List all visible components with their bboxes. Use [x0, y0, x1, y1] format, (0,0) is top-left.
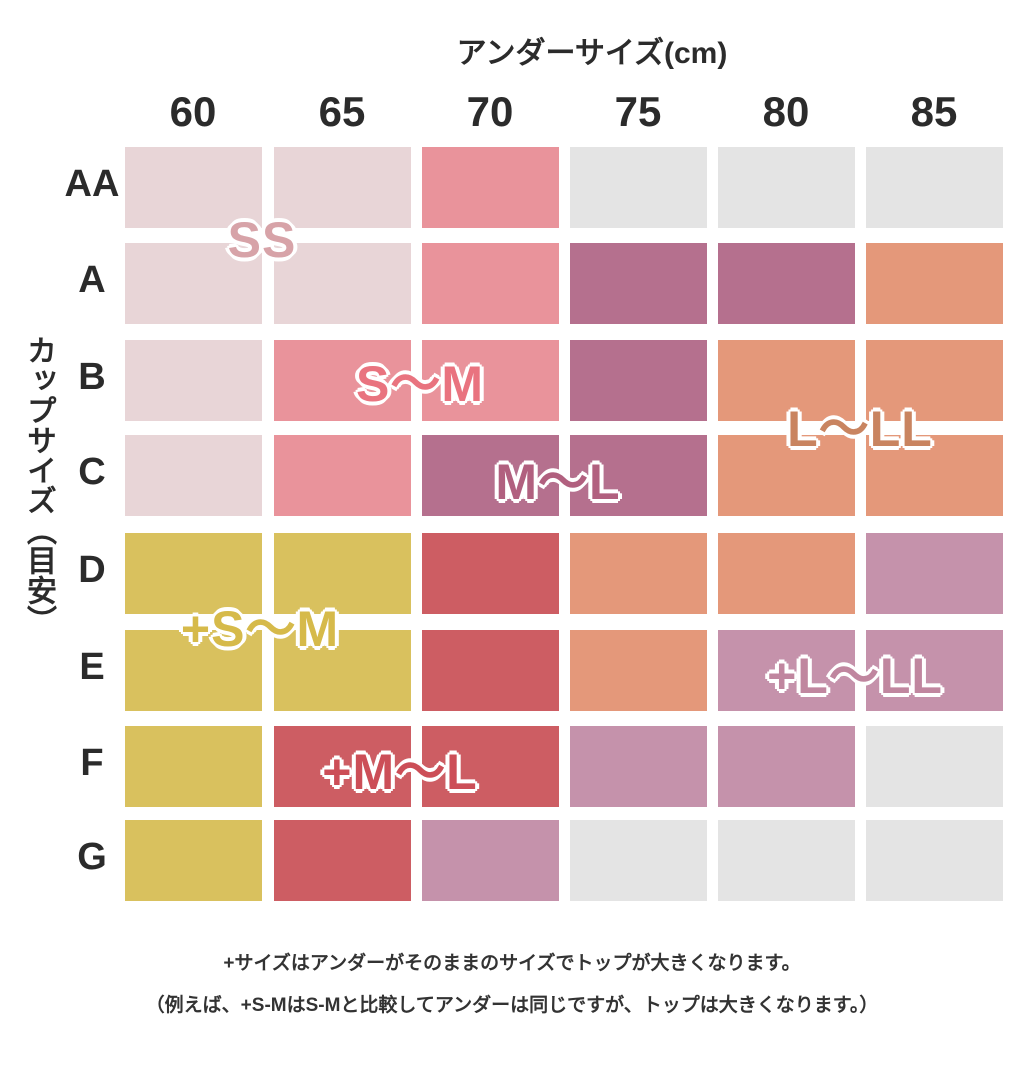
size-region-label: M〜L [495, 454, 621, 510]
row-label: B [78, 356, 106, 398]
size-cell [274, 435, 411, 516]
column-label: 65 [318, 88, 366, 135]
chart-title: アンダーサイズ(cm) [456, 37, 728, 70]
size-cell [866, 243, 1003, 324]
note-line-1: +サイズはアンダーがそのままのサイズでトップが大きくなります。 [223, 953, 801, 974]
size-region-label: SS [227, 212, 297, 268]
size-region-label: S〜M [356, 356, 484, 412]
size-cell [274, 243, 411, 324]
column-label: 85 [910, 88, 958, 135]
size-cell [718, 820, 855, 901]
size-cell [274, 533, 411, 614]
size-cell [718, 435, 855, 516]
column-label: 60 [169, 88, 217, 135]
size-cell [570, 630, 707, 711]
size-cell [422, 435, 559, 516]
size-cell [570, 533, 707, 614]
size-cell [125, 147, 262, 228]
size-region-label: +S〜M [180, 601, 340, 657]
column-label: 70 [466, 88, 514, 135]
size-cell [718, 340, 855, 421]
size-region-label: +L〜LL [767, 648, 943, 704]
size-cell [866, 340, 1003, 421]
size-cell [570, 726, 707, 807]
note-line-2: （例えば、+S-MはS-Mと比較してアンダーは同じですが、トップは大きくなります… [145, 995, 879, 1016]
size-cell [866, 435, 1003, 516]
size-cell [125, 630, 262, 711]
size-cell [570, 820, 707, 901]
size-region-label: +M〜L [322, 744, 478, 800]
size-cell [422, 243, 559, 324]
size-cell [718, 726, 855, 807]
size-cell [125, 820, 262, 901]
size-cell [422, 340, 559, 421]
size-cell [125, 340, 262, 421]
size-cell [422, 533, 559, 614]
size-cell [125, 533, 262, 614]
size-cell [718, 533, 855, 614]
row-label: C [78, 451, 106, 493]
size-region-label: L〜LL [787, 401, 933, 457]
size-cell [274, 726, 411, 807]
size-cell [125, 726, 262, 807]
size-cell [274, 820, 411, 901]
row-label: D [78, 549, 106, 591]
size-cell [570, 147, 707, 228]
column-label: 75 [614, 88, 662, 135]
size-cell [866, 630, 1003, 711]
size-cell [718, 630, 855, 711]
size-cell [274, 630, 411, 711]
size-cell [125, 435, 262, 516]
size-cell [866, 147, 1003, 228]
size-cell [422, 147, 559, 228]
size-cell [866, 726, 1003, 807]
size-cell [422, 630, 559, 711]
size-cell [718, 147, 855, 228]
size-cell [718, 243, 855, 324]
size-cell [422, 726, 559, 807]
size-cell [866, 533, 1003, 614]
row-label: E [79, 646, 105, 688]
size-cell [866, 820, 1003, 901]
row-label: AA [64, 163, 120, 205]
size-cell [274, 340, 411, 421]
row-label: F [80, 742, 104, 784]
y-axis-label: カップサイズ（目安） [22, 335, 55, 635]
column-label: 80 [762, 88, 810, 135]
size-cell [570, 243, 707, 324]
size-cell [422, 820, 559, 901]
row-label: G [77, 836, 107, 878]
size-cell [125, 243, 262, 324]
size-cell [274, 147, 411, 228]
row-label: A [78, 259, 106, 301]
size-cell [570, 340, 707, 421]
size-cell [570, 435, 707, 516]
